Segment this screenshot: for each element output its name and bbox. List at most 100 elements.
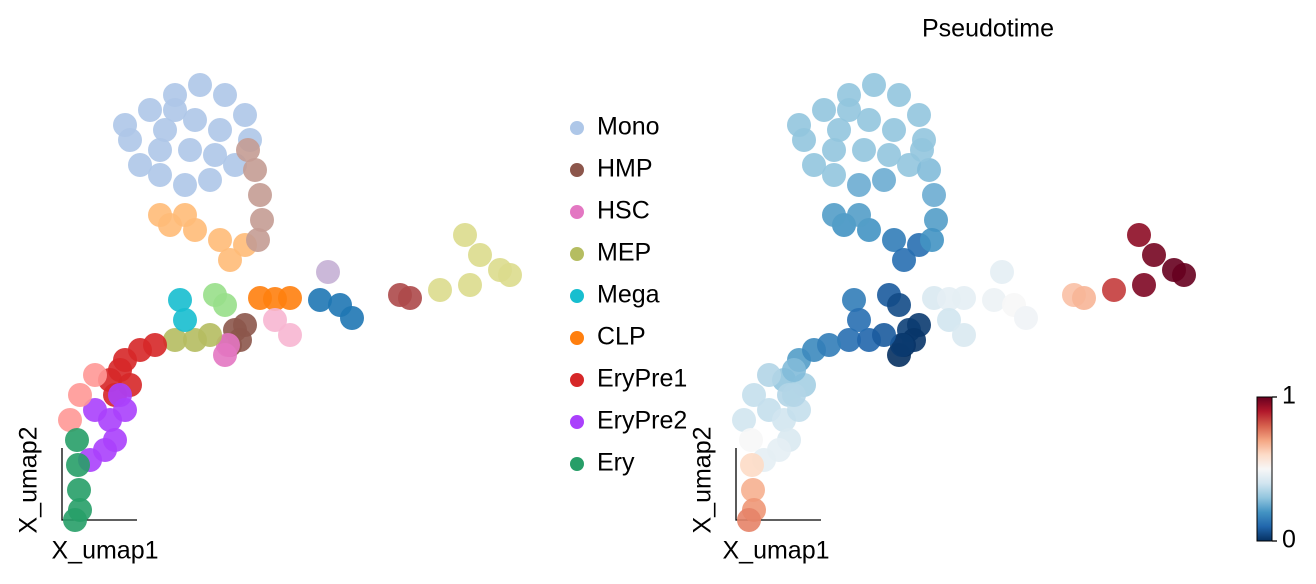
point [173, 203, 197, 227]
point [168, 288, 192, 312]
point [742, 383, 766, 407]
point [924, 208, 948, 232]
point [83, 363, 107, 387]
point [340, 306, 364, 330]
point [498, 263, 522, 287]
point [907, 103, 931, 127]
point [822, 138, 846, 162]
point [218, 248, 242, 272]
point [138, 98, 162, 122]
point [68, 383, 92, 407]
point [937, 308, 961, 332]
point [248, 183, 272, 207]
point [732, 408, 756, 432]
point [1072, 286, 1096, 310]
point [872, 168, 896, 192]
point [173, 173, 197, 197]
x-axis-label: X_umap1 [51, 537, 158, 565]
point [458, 273, 482, 297]
legend-marker [570, 247, 584, 261]
point [887, 293, 911, 317]
legend-label: Mono [597, 113, 660, 141]
point [862, 73, 886, 97]
point [920, 228, 944, 252]
point [58, 408, 82, 432]
point [108, 383, 132, 407]
point [847, 308, 871, 332]
legend-label: Mega [597, 281, 660, 309]
legend-marker [570, 457, 584, 471]
point [148, 203, 172, 227]
point [837, 98, 861, 122]
y-axis-label: X_umap2 [689, 426, 717, 533]
legend-label: CLP [597, 323, 646, 351]
legend-marker [570, 289, 584, 303]
point [1102, 278, 1126, 302]
point [857, 108, 881, 132]
point [782, 383, 806, 407]
axis-arrows [735, 448, 821, 521]
point [782, 358, 806, 382]
legend-marker [570, 373, 584, 387]
legend-marker [570, 205, 584, 219]
colorbar [1256, 396, 1273, 542]
point [890, 333, 914, 357]
point [922, 183, 946, 207]
point [153, 118, 177, 142]
point [872, 323, 896, 347]
point [316, 260, 340, 284]
point [278, 323, 302, 347]
point [910, 138, 934, 162]
point [65, 428, 89, 452]
point [740, 453, 764, 477]
axis-arrows [61, 448, 137, 521]
point [208, 228, 232, 252]
point [882, 228, 906, 252]
point [203, 143, 227, 167]
point [128, 153, 152, 177]
legend-label: HSC [597, 197, 650, 225]
legend-label: EryPre2 [597, 407, 687, 435]
point [398, 286, 422, 310]
point [1127, 223, 1151, 247]
point [213, 83, 237, 107]
point [208, 118, 232, 142]
point [982, 288, 1006, 312]
legend-label: EryPre1 [597, 365, 687, 393]
point [63, 508, 87, 532]
point [887, 83, 911, 107]
point [148, 163, 172, 187]
point [802, 153, 826, 177]
x-axis-label: X_umap1 [722, 537, 829, 565]
point [1014, 306, 1038, 330]
point [108, 358, 132, 382]
point [739, 428, 763, 452]
point [822, 203, 846, 227]
point [877, 143, 901, 167]
point [263, 308, 287, 332]
point [817, 333, 841, 357]
point [1172, 263, 1196, 287]
point [216, 333, 240, 357]
point [468, 243, 492, 267]
point [737, 508, 761, 532]
point [143, 333, 167, 357]
point [113, 113, 137, 137]
point [990, 260, 1014, 284]
point [842, 288, 866, 312]
point [246, 228, 270, 252]
point [741, 478, 765, 502]
point [213, 293, 237, 317]
point [178, 138, 202, 162]
point [892, 248, 916, 272]
legend-marker [570, 163, 584, 177]
point [66, 453, 90, 477]
point [243, 158, 267, 182]
legend-label: HMP [597, 155, 653, 183]
point [952, 323, 976, 347]
colorbar-tick-label: 1 [1282, 382, 1296, 410]
point [952, 286, 976, 310]
y-axis-label: X_umap2 [15, 426, 43, 533]
point [278, 286, 302, 310]
